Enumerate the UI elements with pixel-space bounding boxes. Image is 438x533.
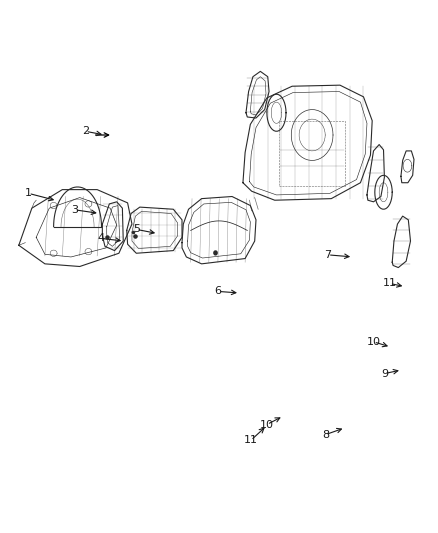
- Text: 8: 8: [322, 430, 329, 440]
- Text: 1: 1: [25, 188, 32, 198]
- Text: 2: 2: [82, 126, 89, 136]
- Text: 4: 4: [97, 233, 104, 244]
- Text: 10: 10: [367, 337, 381, 347]
- Text: 3: 3: [71, 205, 78, 215]
- Text: 10: 10: [260, 419, 274, 430]
- Text: 7: 7: [324, 250, 332, 260]
- Text: 11: 11: [244, 435, 258, 446]
- Text: 5: 5: [133, 224, 140, 235]
- Text: 11: 11: [383, 278, 396, 288]
- Text: 9: 9: [381, 369, 388, 378]
- Text: 6: 6: [215, 286, 222, 296]
